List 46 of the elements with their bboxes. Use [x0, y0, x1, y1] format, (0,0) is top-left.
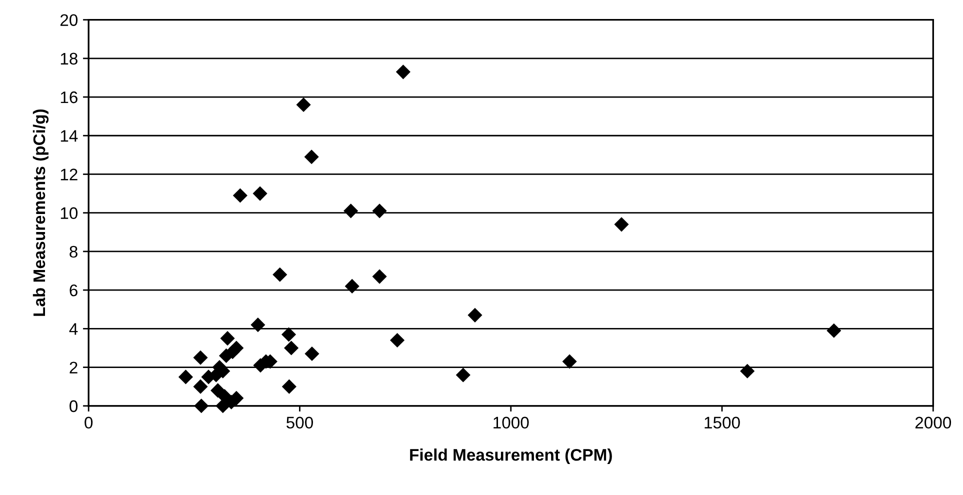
point — [178, 370, 194, 384]
point — [390, 332, 405, 348]
point — [614, 217, 629, 232]
point — [282, 379, 296, 394]
point — [232, 188, 248, 203]
point — [229, 340, 244, 356]
point — [250, 318, 266, 332]
x-tick-label: 0 — [84, 416, 93, 429]
y-tick-label: 20 — [60, 14, 78, 26]
x-tick-label: 1000 — [494, 416, 529, 429]
y-tick-label: 6 — [70, 284, 78, 296]
point — [344, 204, 358, 218]
point — [396, 64, 410, 80]
point — [193, 379, 208, 394]
y-tick-label: 4 — [69, 323, 78, 335]
point — [456, 368, 470, 382]
y-tick-label: 18 — [60, 52, 78, 65]
x-tick-label: 2000 — [915, 416, 952, 429]
y-tick-label: 10 — [60, 207, 78, 220]
x-tick-label: 500 — [286, 416, 313, 429]
y-tick-label: 2 — [70, 362, 78, 374]
point — [468, 308, 482, 322]
y-tick-label: 12 — [60, 168, 78, 180]
point — [740, 364, 755, 378]
point — [220, 331, 235, 346]
y-tick-label: 14 — [60, 130, 78, 142]
point — [252, 186, 268, 201]
point — [562, 354, 577, 369]
point — [193, 350, 208, 365]
point — [194, 398, 209, 414]
point — [281, 327, 296, 342]
point — [272, 267, 288, 282]
x-axis-title: Field Measurement (CPM) — [410, 448, 612, 464]
y-tick-label: 8 — [70, 246, 78, 258]
y-axis-title: Lab Measurements (pCi/g) — [32, 109, 49, 316]
y-tick-label: 16 — [60, 91, 78, 104]
point — [304, 150, 319, 164]
point — [372, 204, 387, 218]
point — [304, 346, 320, 362]
x-tick-label: 1500 — [704, 416, 740, 429]
point — [344, 278, 360, 294]
point — [284, 340, 299, 356]
point — [826, 323, 842, 338]
point — [372, 269, 387, 284]
point — [296, 97, 311, 112]
y-tick-label: 0 — [70, 400, 78, 412]
